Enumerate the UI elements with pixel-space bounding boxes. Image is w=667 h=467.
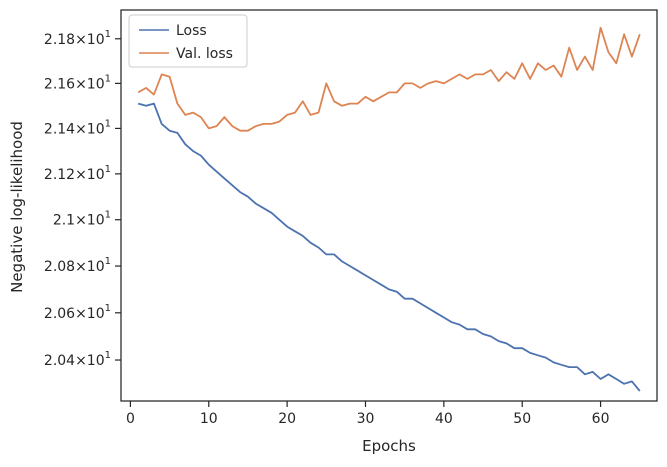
y-tick-label: 2.1×101 [53, 210, 111, 229]
x-tick-label: 40 [435, 411, 453, 427]
plot-frame [120, 9, 658, 402]
legend-box [128, 14, 248, 68]
x-tick-label: 20 [278, 411, 296, 427]
x-tick-label: 10 [200, 411, 218, 427]
y-tick-label: 2.12×101 [44, 164, 111, 183]
series-layer [137, 26, 641, 392]
x-tick-label: 30 [357, 411, 375, 427]
series-line-loss [137, 102, 641, 392]
y-tick-label: 2.14×101 [44, 118, 111, 137]
x-tick-label: 50 [513, 411, 531, 427]
legend: Loss Val. loss [128, 14, 248, 68]
y-tick-label: 2.16×101 [44, 73, 111, 92]
y-tick-label: 2.18×101 [44, 29, 111, 48]
y-axis-label: Negative log-likelihood [8, 121, 26, 293]
series-line-val-loss [137, 26, 641, 132]
x-axis-ticks: 0 10 20 30 40 50 60 [126, 401, 610, 427]
x-axis-label: Epochs [362, 437, 416, 455]
legend-label-val-loss: Val. loss [176, 46, 233, 62]
x-tick-label: 0 [126, 411, 135, 427]
y-axis-ticks: 2.04×101 2.06×101 2.08×101 2.1×101 2.12×101 2… [44, 29, 121, 369]
x-tick-label: 60 [592, 411, 610, 427]
legend-label-loss: Loss [176, 23, 207, 39]
y-tick-label: 2.08×101 [44, 256, 111, 275]
y-tick-label: 2.06×101 [44, 303, 111, 322]
y-tick-label: 2.04×101 [44, 350, 111, 369]
